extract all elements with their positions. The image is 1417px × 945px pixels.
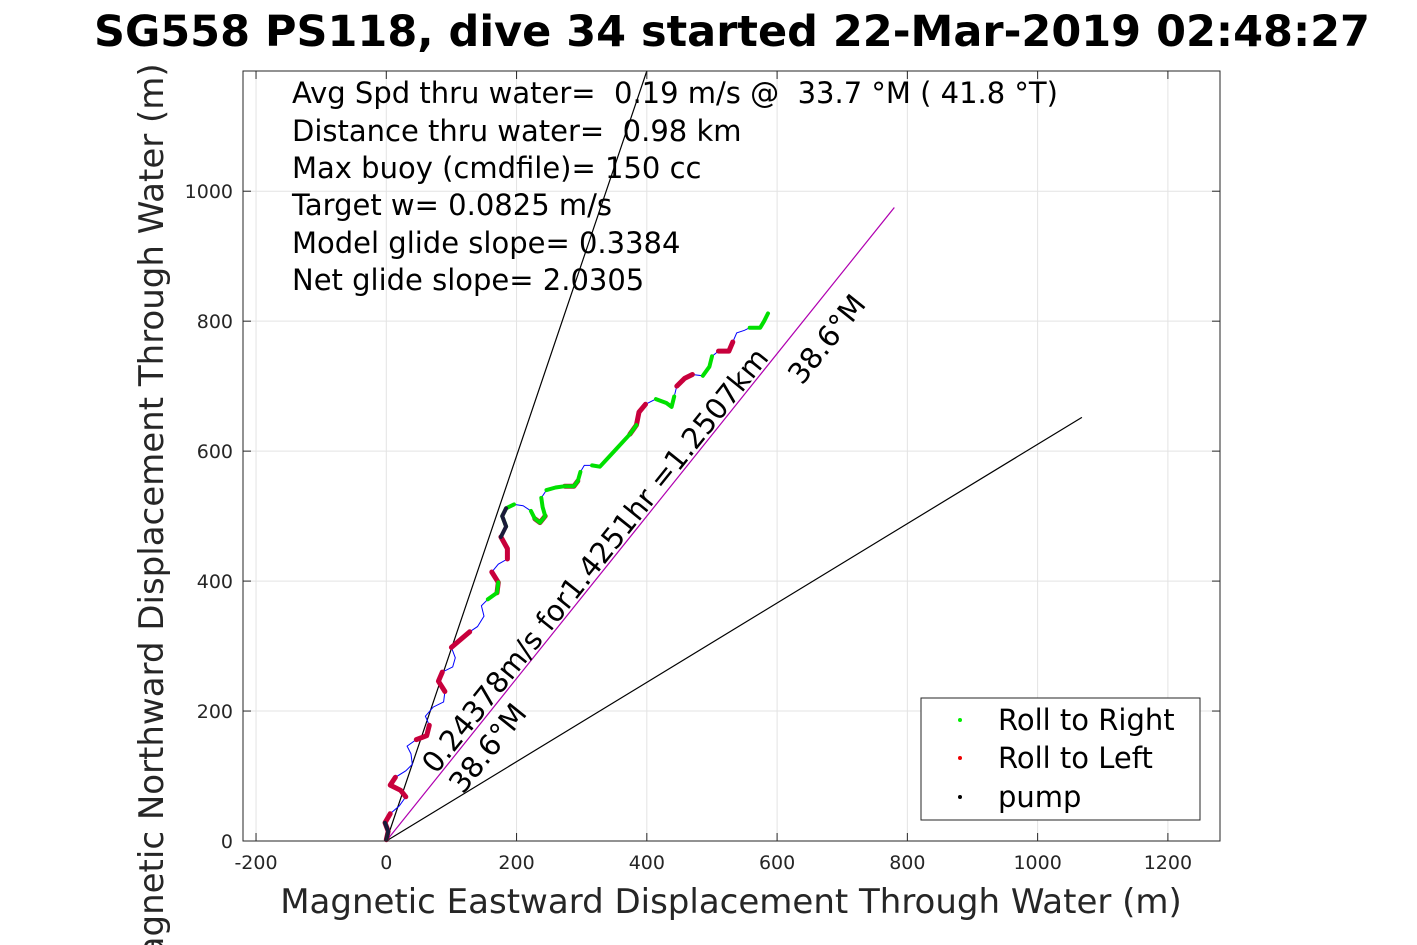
x-tick-label: 1200 (1144, 852, 1192, 874)
legend-marker-roll-left (958, 756, 962, 760)
y-tick-label: 400 (197, 571, 233, 593)
pump-segment (498, 506, 509, 539)
annotation-block: Avg Spd thru water= 0.19 m/s @ 33.7 °M (… (291, 76, 1058, 297)
x-tick-label: 600 (759, 852, 795, 874)
y-axis-label: Magnetic Northward Displacement Through … (132, 63, 172, 945)
y-tick-labels: 0 200 400 600 800 1000 (185, 181, 233, 853)
reference-line (385, 207, 895, 842)
annotation-avg-speed: Avg Spd thru water= 0.19 m/s @ 33.7 °M (… (292, 76, 1058, 110)
x-tick-label: 0 (380, 852, 392, 874)
annotation-model-glide: Model glide slope= 0.3384 (292, 226, 680, 260)
legend-label-roll-left: Roll to Left (998, 741, 1153, 775)
x-tick-label: 1000 (1013, 852, 1061, 874)
roll-left-segment (716, 339, 736, 354)
annotation-target-w: Target w= 0.0825 m/s (291, 188, 612, 222)
pump-markers (383, 506, 509, 842)
annotation-max-buoy: Max buoy (cmdfile)= 150 cc (292, 151, 701, 185)
roll-right-segment (590, 423, 639, 469)
y-tick-label: 600 (197, 441, 233, 463)
tick-marks (243, 71, 1220, 842)
annotation-net-glide: Net glide slope= 2.0305 (292, 263, 644, 297)
roll-left-segment (448, 629, 473, 650)
axes-frame (242, 70, 1221, 842)
roll-left-segment (413, 722, 432, 743)
reference-lines (385, 70, 1083, 842)
roll-left-segment (435, 669, 448, 694)
y-tick-label: 0 (221, 831, 233, 853)
roll-right-segment (544, 469, 583, 493)
x-tick-label: 200 (498, 852, 534, 874)
roll-right-segment (747, 311, 770, 330)
roll-left-segment (387, 774, 409, 800)
pump-segment (383, 820, 391, 842)
y-tick-label: 1000 (185, 181, 233, 203)
roll-right-segment (528, 495, 548, 525)
annotation-distance: Distance thru water= 0.98 km (292, 114, 742, 148)
legend-marker-pump (958, 795, 962, 799)
legend-label-roll-right: Roll to Right (998, 703, 1175, 737)
reference-line (385, 70, 648, 842)
y-tick-label: 200 (197, 701, 233, 723)
x-tick-label: 800 (889, 852, 925, 874)
y-tick-label: 800 (197, 311, 233, 333)
x-tick-label: -200 (234, 852, 277, 874)
roll-left-segment (498, 534, 510, 562)
legend: Roll to Right Roll to Left pump (920, 697, 1201, 821)
x-tick-label: 400 (629, 852, 665, 874)
chart-title: SG558 PS118, dive 34 started 22-Mar-2019… (94, 7, 1370, 57)
roll-right-segment (700, 354, 714, 378)
legend-box (920, 697, 1201, 821)
x-axis-label: Magnetic Eastward Displacement Through W… (280, 882, 1182, 922)
x-tick-labels: -200 0 200 400 600 800 1000 1200 (234, 852, 1192, 874)
roll-right-segment (485, 580, 501, 602)
legend-label-pump: pump (998, 780, 1081, 814)
roll-left-segment (674, 372, 695, 389)
roll-right-segment (653, 394, 677, 409)
reference-line (385, 416, 1083, 842)
legend-marker-roll-right (958, 718, 962, 722)
